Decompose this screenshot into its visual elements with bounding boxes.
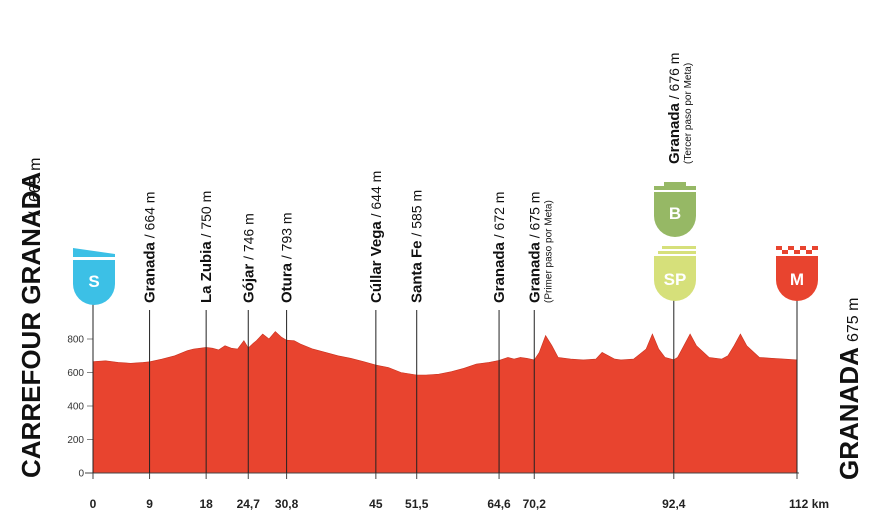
bonus-badge-shape	[654, 192, 696, 237]
waypoint-elevation: / 664 m	[142, 192, 158, 243]
checkered-flag-icon	[776, 246, 818, 254]
y-tick-label: 600	[67, 368, 84, 379]
waypoint-elevation: / 793 m	[279, 212, 295, 263]
waypoint-text: La Zubia / 750 m	[198, 191, 215, 303]
elevation-profile-area	[92, 331, 798, 474]
waypoint-name: Gójar	[240, 264, 257, 303]
finish-badge-letter: M	[790, 270, 804, 289]
waypoint-elevation: / 746 m	[240, 213, 256, 264]
x-tick-label: 0	[90, 497, 97, 511]
x-tick-label: 70,2	[523, 497, 547, 511]
waypoint-text: Granada / 664 m	[142, 192, 159, 303]
sprint-badge-letter: SP	[664, 270, 687, 289]
waypoint-text: Gójar / 746 m	[240, 213, 257, 303]
waypoint-label: Cúllar Vega / 644 m	[368, 171, 385, 303]
x-tick-label: 24,7	[237, 497, 261, 511]
waypoint-elevation: / 676 m	[666, 53, 682, 104]
start-label: CARREFOUR GRANADA / 665 m	[16, 158, 46, 478]
start-flag-icon	[73, 248, 115, 257]
x-tick-label: 9	[146, 497, 153, 511]
x-tick-label: 92,4	[662, 497, 686, 511]
waypoint-label: Granada / 672 m	[491, 192, 508, 303]
waypoint-name: Otura	[279, 262, 296, 303]
waypoint-elevation: / 644 m	[368, 171, 384, 222]
finish-badge-shape	[776, 256, 818, 301]
waypoint-elevation: / 585 m	[409, 190, 425, 241]
y-axis: 0 200 400 600 800	[67, 322, 94, 480]
waypoint-name: Granada	[666, 102, 683, 164]
waypoint-label: Granada / 676 m (Tercer paso por Meta)	[666, 53, 694, 164]
sprint-badge: SP	[654, 246, 696, 301]
start-badge: S	[73, 248, 115, 305]
x-tick-label: 112 km	[789, 497, 829, 511]
finish-name: GRANADA	[834, 347, 864, 480]
waypoint-name: La Zubia	[198, 241, 215, 303]
x-axis: 0 9 18 24,7 30,8 45 51,5 64,6 70,2 92,4 112 km	[90, 473, 829, 511]
waypoint-name: Cúllar Vega	[368, 221, 385, 303]
finish-elevation-sep: /	[845, 351, 862, 356]
waypoint-text: Santa Fe / 585 m	[409, 190, 426, 303]
waypoint-name: Granada	[526, 241, 543, 303]
waypoint-elevation: / 750 m	[198, 191, 214, 242]
start-badge-letter: S	[88, 272, 99, 291]
x-tick-label: 30,8	[275, 497, 299, 511]
y-tick-label: 800	[67, 335, 84, 346]
bonus-badge: B	[654, 182, 696, 237]
finish-badge: M	[776, 246, 818, 301]
waypoint-elevation: / 675 m	[526, 192, 542, 243]
badges: S B SP M	[73, 182, 818, 305]
sprint-badge-shape	[654, 256, 696, 301]
waypoint-text: Granada / 676 m	[666, 53, 683, 164]
start-badge-shape	[73, 260, 115, 305]
sprint-flag-icon	[658, 246, 696, 254]
y-tick-label: 0	[78, 469, 84, 480]
x-tick-label: 45	[369, 497, 383, 511]
y-tick-label: 200	[67, 435, 84, 446]
waypoint-text: Granada / 675 m	[526, 192, 543, 303]
x-tick-label: 64,6	[487, 497, 511, 511]
waypoint-name: Granada	[142, 241, 159, 303]
y-tick-label: 400	[67, 402, 84, 413]
waypoint-text: Granada / 672 m	[491, 192, 508, 303]
waypoint-label: La Zubia / 750 m	[198, 191, 215, 303]
bonus-badge-letter: B	[669, 204, 681, 223]
waypoint-name: Santa Fe	[409, 240, 426, 303]
x-tick-label: 18	[199, 497, 213, 511]
waypoint-elevation: / 672 m	[491, 192, 507, 243]
waypoint-text: Otura / 793 m	[279, 212, 296, 303]
finish-elevation: 675 m	[845, 298, 862, 342]
waypoint-text: Cúllar Vega / 644 m	[368, 171, 385, 303]
waypoint-label: Gójar / 746 m	[240, 213, 257, 303]
x-tick-label: 51,5	[405, 497, 429, 511]
waypoint-label: Otura / 793 m	[279, 212, 296, 303]
finish-label: GRANADA / 675 m	[834, 298, 864, 480]
start-elevation: 665 m	[27, 158, 44, 202]
waypoint-name: Granada	[491, 241, 508, 303]
waypoint-note: (Tercer paso por Meta)	[683, 63, 694, 164]
start-elevation-sep: /	[27, 211, 44, 216]
start-name: CARREFOUR GRANADA	[16, 172, 46, 478]
waypoint-label: Granada / 664 m	[142, 192, 159, 303]
waypoint-label: Granada / 675 m (Primer paso por Meta)	[526, 192, 554, 303]
waypoint-note: (Primer paso por Meta)	[543, 200, 554, 303]
waypoints: Granada / 664 m La Zubia / 750 m Gójar / 7…	[92, 53, 798, 473]
waypoint-label: Santa Fe / 585 m	[409, 190, 426, 303]
bonus-badge-top	[654, 182, 696, 190]
